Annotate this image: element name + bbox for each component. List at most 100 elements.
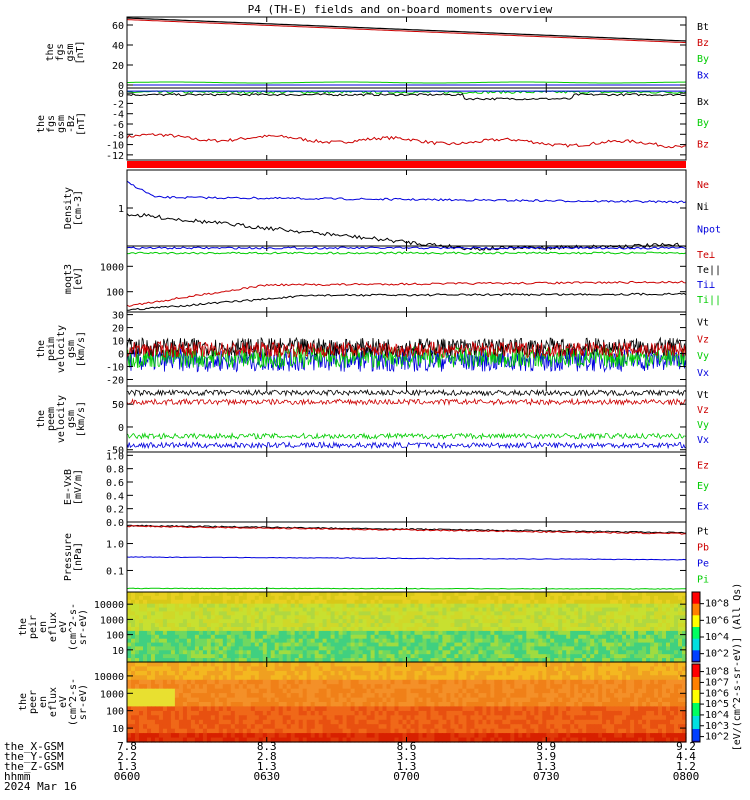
spectrogram-cell: [242, 658, 248, 663]
spectrogram-cell: [190, 642, 196, 648]
spectrogram-cell: [214, 619, 220, 624]
spectrogram-cell: [554, 684, 559, 690]
y-tick-label: 0.0: [106, 518, 124, 529]
spectrogram-cell: [218, 611, 224, 616]
spectrogram-cell: [390, 630, 396, 636]
spectrogram-cell: [262, 684, 268, 690]
spectrogram-cell: [574, 615, 579, 620]
spectrogram-cell: [198, 650, 204, 655]
spectrogram-cell: [278, 615, 284, 620]
spectrogram-cell: [630, 710, 635, 716]
spectrogram-cell: [131, 638, 136, 644]
spectrogram-cell: [198, 662, 204, 667]
spectrogram-cell: [478, 675, 483, 681]
spectrogram-cell: [314, 595, 320, 601]
spectrogram-cell: [590, 642, 595, 648]
spectrogram-cell: [490, 599, 495, 605]
spectrogram-cell: [658, 702, 663, 707]
spectrogram-cell: [506, 702, 511, 707]
spectrogram-cell: [314, 619, 320, 624]
spectrogram-cell: [666, 646, 671, 651]
spectrogram-cell: [394, 684, 400, 690]
spectrogram-cell: [414, 603, 420, 609]
spectrogram-cell: [598, 715, 603, 721]
spectrogram-cell: [406, 650, 412, 655]
spectrogram-cell: [186, 675, 192, 681]
spectrogram-cell: [630, 684, 635, 690]
spectrogram-cell: [131, 611, 136, 616]
spectrogram-cell: [586, 627, 591, 632]
spectrogram-cell: [490, 630, 495, 636]
spectrogram-cell: [234, 710, 240, 716]
spectrogram-cell: [410, 595, 416, 601]
spectrogram-cell: [358, 697, 364, 703]
spectrogram-cell: [426, 650, 432, 655]
spectrogram-cell: [490, 666, 495, 672]
spectrogram-cell: [506, 693, 511, 699]
spectrogram-cell: [478, 684, 483, 690]
spectrogram-cell: [370, 638, 376, 644]
spectrogram-cell: [638, 592, 643, 597]
spectrogram-cell: [586, 658, 591, 663]
spectrogram-cell: [486, 638, 491, 644]
spectrogram-cell: [590, 595, 595, 601]
spectrogram-cell: [510, 611, 515, 616]
y-tick-label: -10: [106, 363, 124, 374]
spectrogram-cell: [230, 684, 236, 690]
spectrogram-cell: [135, 638, 140, 644]
spectrogram-cell: [642, 724, 647, 730]
spectrogram-cell: [570, 693, 575, 699]
spectrogram-cell: [246, 607, 252, 613]
spectrogram-cell: [670, 679, 675, 685]
spectrogram-cell: [262, 650, 268, 655]
spectrogram-cell: [258, 702, 264, 707]
spectrogram-cell: [602, 627, 607, 632]
legend-Pt: Pt: [697, 527, 709, 538]
spectrogram-cell: [598, 706, 603, 712]
spectrogram-cell: [210, 719, 216, 725]
spectrogram-cell: [154, 724, 160, 730]
spectrogram-cell: [198, 603, 204, 609]
spectrogram-cell: [658, 697, 663, 703]
spectrogram-cell: [402, 599, 408, 605]
spectrogram-cell: [614, 710, 619, 716]
spectrogram-cell: [162, 670, 168, 676]
spectrogram-cell: [402, 615, 408, 620]
spectrogram-cell: [262, 679, 268, 685]
spectrogram-cell: [310, 627, 316, 632]
spectrogram-cell: [538, 693, 543, 699]
spectrogram-cell: [642, 619, 647, 624]
spectrogram-cell: [678, 654, 683, 659]
spectrogram-cell: [658, 658, 663, 663]
spectrogram-cell: [190, 728, 196, 734]
spectrogram-cell: [510, 706, 515, 712]
spectrogram-cell: [266, 646, 272, 651]
y-axis-label: the: [18, 618, 29, 636]
spectrogram-cell: [254, 638, 260, 644]
spectrogram-cell: [634, 592, 639, 597]
spectrogram-cell: [238, 623, 244, 628]
spectrogram-cell: [406, 623, 412, 628]
spectrogram-cell: [270, 710, 276, 716]
spectrogram-cell: [246, 719, 252, 725]
spectrogram-cell: [538, 715, 543, 721]
spectrogram-cell: [546, 646, 551, 651]
spectrogram-cell: [182, 719, 188, 725]
spectrogram-cell: [586, 603, 591, 609]
spectrogram-cell: [170, 662, 176, 667]
y-tick-label: -50: [106, 446, 124, 457]
spectrogram-cell: [542, 615, 547, 620]
spectrogram-cell: [266, 719, 272, 725]
spectrogram-cell: [662, 662, 667, 667]
spectrogram-cell: [562, 638, 567, 644]
spectrogram-cell: [434, 627, 439, 632]
spectrogram-cell: [558, 710, 563, 716]
spectrogram-cell: [174, 638, 180, 644]
spectrogram-cell: [206, 619, 212, 624]
spectrogram-cell: [466, 697, 471, 703]
spectrogram-cell: [550, 724, 555, 730]
spectrogram-cell: [638, 684, 643, 690]
spectrogram-cell: [642, 679, 647, 685]
spectrogram-cell: [566, 666, 571, 672]
legend-Ey: Ey: [697, 481, 709, 492]
